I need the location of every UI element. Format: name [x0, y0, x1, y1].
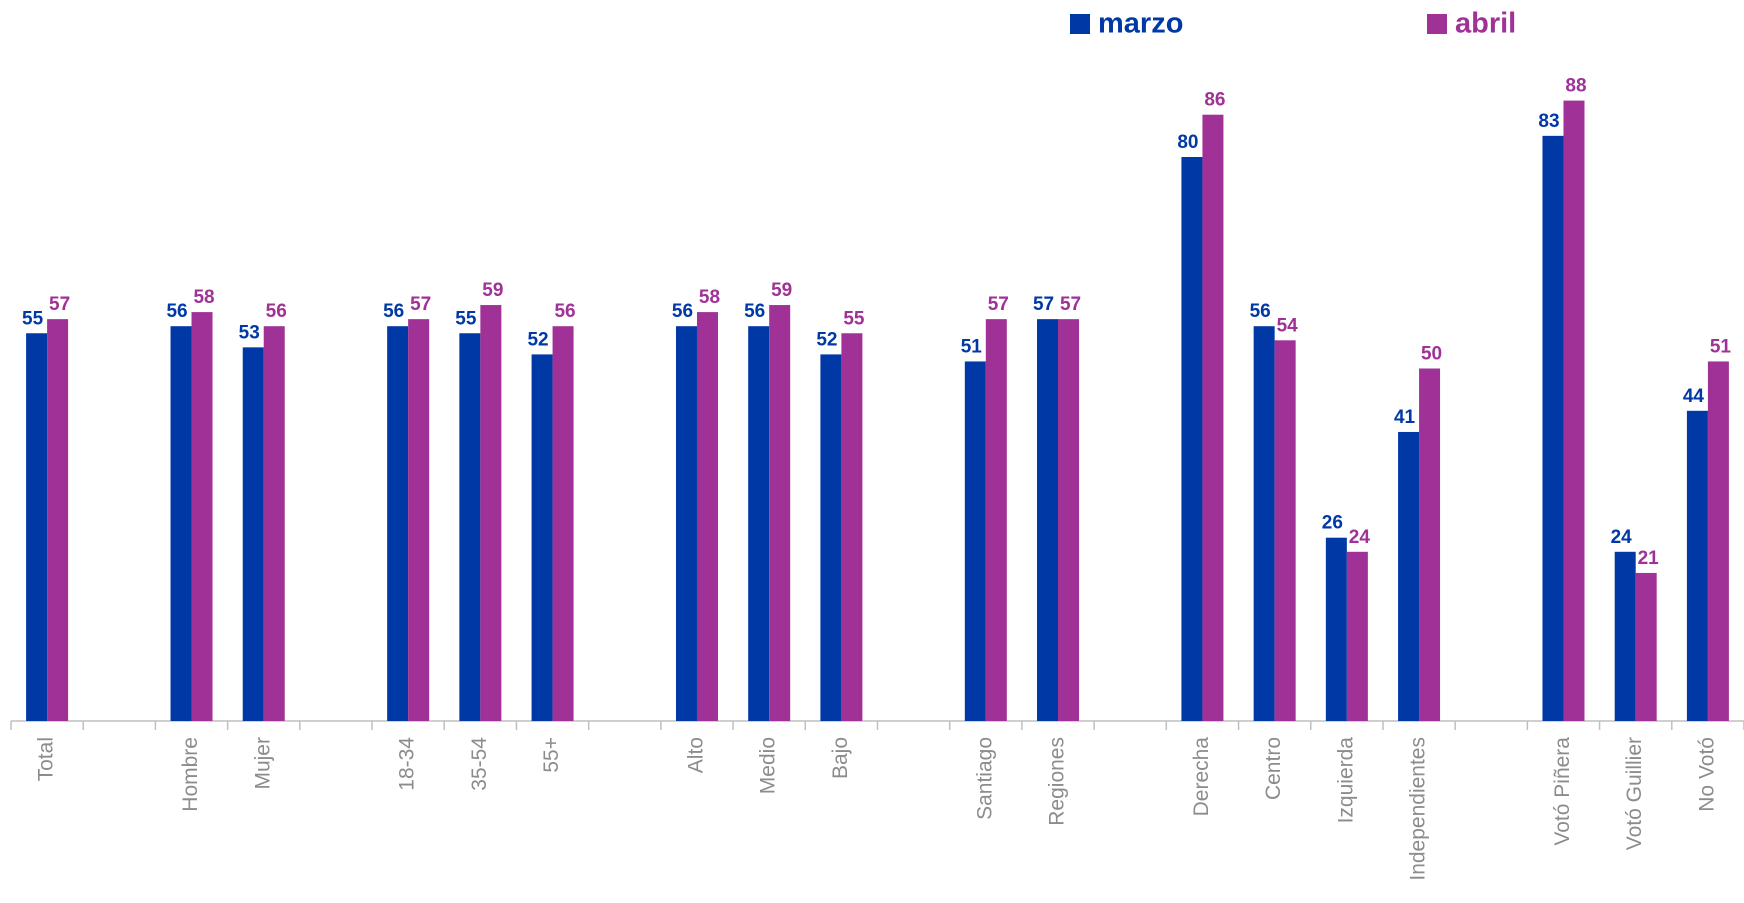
bar	[26, 333, 48, 721]
bar	[1058, 319, 1080, 721]
bar	[985, 319, 1007, 721]
data-label: 26	[1322, 513, 1343, 534]
x-tick-label: Derecha	[1190, 737, 1213, 817]
x-tick-label: Independientes	[1407, 737, 1430, 881]
x-tick-label: Hombre	[179, 737, 202, 812]
data-label: 88	[1565, 76, 1586, 97]
x-tick-label: 18-34	[396, 737, 419, 791]
x-tick-label: Izquierda	[1334, 737, 1357, 824]
data-label: 52	[527, 329, 548, 350]
bar	[1202, 114, 1224, 721]
data-label: 80	[1177, 132, 1198, 153]
x-tick-label: No Votó	[1695, 737, 1718, 812]
bar	[531, 354, 553, 721]
bar	[1253, 326, 1275, 721]
bar	[191, 312, 213, 721]
bar	[1346, 551, 1368, 721]
x-tick-label: Centro	[1262, 737, 1285, 800]
data-label: 57	[1060, 294, 1081, 315]
bar	[1325, 537, 1347, 721]
data-label: 53	[239, 322, 260, 343]
bar	[480, 305, 502, 721]
data-label: 59	[771, 280, 792, 301]
data-label: 50	[1421, 344, 1442, 365]
bar	[841, 333, 863, 721]
bar	[408, 319, 430, 721]
data-label: 56	[1250, 301, 1271, 322]
data-label: 51	[1710, 336, 1732, 357]
bar	[696, 312, 718, 721]
data-label: 56	[266, 301, 287, 322]
bar	[263, 326, 285, 721]
x-tick-label: Mujer	[251, 737, 274, 790]
data-label: 83	[1538, 111, 1559, 132]
data-label: 41	[1394, 407, 1416, 428]
data-label: 44	[1683, 386, 1705, 407]
bar	[1635, 572, 1657, 721]
x-tick-label: Votó Guillier	[1623, 737, 1646, 850]
data-label: 56	[744, 301, 765, 322]
bar	[675, 326, 697, 721]
x-tick-label: Votó Piñera	[1551, 737, 1574, 846]
data-label: 21	[1638, 548, 1660, 569]
bar	[1686, 410, 1708, 721]
data-label: 57	[410, 294, 431, 315]
legend-label: marzo	[1098, 8, 1183, 40]
data-label: 58	[699, 287, 720, 308]
data-label: 55	[455, 308, 477, 329]
data-label: 55	[22, 308, 44, 329]
bar	[769, 305, 791, 721]
bar	[242, 347, 264, 721]
bar	[47, 319, 69, 721]
x-tick-label: Bajo	[829, 737, 852, 779]
data-label: 54	[1277, 315, 1299, 336]
x-tick-label: Medio	[757, 737, 780, 794]
legend-label: abril	[1455, 8, 1516, 40]
data-label: 57	[49, 294, 70, 315]
bar	[1563, 100, 1585, 722]
bar	[1398, 431, 1420, 721]
bar	[387, 326, 409, 721]
x-tick-label: Total	[35, 737, 58, 781]
x-tick-label: Santiago	[973, 737, 996, 820]
data-label: 57	[988, 294, 1009, 315]
data-label: 24	[1611, 527, 1633, 548]
legend-swatch	[1070, 14, 1090, 34]
data-label: 24	[1349, 527, 1371, 548]
x-tick-label: Regiones	[1046, 737, 1069, 826]
bar	[459, 333, 481, 721]
data-label: 57	[1033, 294, 1054, 315]
x-tick-label: Alto	[685, 737, 708, 773]
data-label: 59	[482, 280, 503, 301]
bar	[748, 326, 770, 721]
data-label: 56	[554, 301, 575, 322]
data-label: 51	[961, 336, 983, 357]
data-label: 52	[816, 329, 837, 350]
x-tick-label: 35-54	[468, 737, 491, 791]
data-label: 86	[1204, 90, 1225, 111]
bar	[1274, 340, 1296, 721]
bar	[1419, 368, 1441, 721]
data-label: 56	[383, 301, 404, 322]
bar	[1542, 135, 1564, 722]
data-label: 56	[166, 301, 187, 322]
bar	[1037, 319, 1059, 721]
bar	[1707, 361, 1729, 721]
legend-swatch	[1427, 14, 1447, 34]
data-label: 58	[193, 287, 214, 308]
bar	[820, 354, 842, 721]
bar	[170, 326, 192, 721]
data-label: 55	[843, 308, 865, 329]
bar	[1614, 551, 1636, 721]
bar	[1181, 157, 1203, 721]
data-label: 56	[672, 301, 693, 322]
bar	[552, 326, 574, 721]
x-tick-label: 55+	[540, 737, 563, 773]
bar	[964, 361, 986, 721]
